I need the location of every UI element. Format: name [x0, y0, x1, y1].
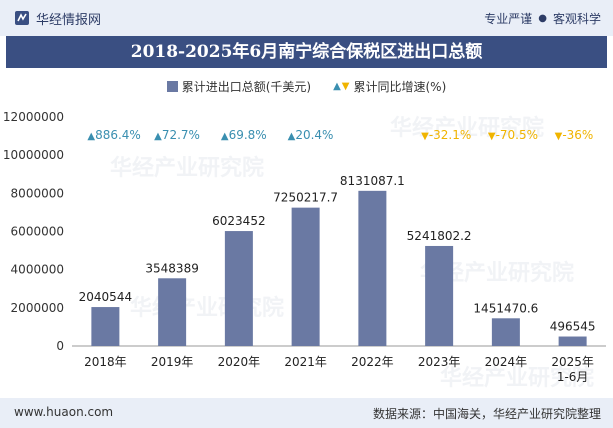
- bar: [158, 278, 187, 346]
- growth-rate-label: ▲886.4%: [87, 128, 140, 142]
- legend-item-growth: ▲ ▼ 累计同比增速(%): [333, 78, 446, 95]
- y-tick-label: 4000000: [11, 263, 64, 277]
- legend-label-growth: 累计同比增速(%): [353, 79, 447, 94]
- x-tick-label: 2018年: [84, 355, 127, 369]
- footer-website[interactable]: www.huaon.com: [14, 405, 114, 419]
- tagline-right: 客观科学: [552, 12, 601, 26]
- legend-bar-swatch: [166, 80, 178, 92]
- legend-label-total: 累计进出口总额(千美元): [181, 79, 312, 94]
- bar: [558, 336, 587, 346]
- tagline-left: 专业严谨: [484, 12, 533, 26]
- x-tick-label: 2022年: [351, 355, 394, 369]
- bar: [358, 190, 387, 346]
- tagline-separator: ●: [538, 13, 547, 24]
- y-tick-label: 2000000: [11, 301, 64, 315]
- brand-name: 华经情报网: [36, 12, 102, 28]
- y-tick-label: 10000000: [3, 148, 64, 162]
- legend-item-total: 累计进出口总额(千美元): [166, 78, 312, 95]
- bar-value-label: 5241802.2: [407, 229, 472, 243]
- footer-bar: www.huaon.com 数据来源：中国海关，华经产业研究院整理: [0, 398, 613, 428]
- bar-value-label: 8131087.1: [340, 174, 405, 188]
- x-tick-label: 2019年: [151, 355, 194, 369]
- x-tick-label: 1-6月: [557, 370, 589, 384]
- bar: [491, 318, 520, 346]
- growth-rate-label: ▲20.4%: [288, 128, 334, 142]
- header-bar: 华经情报网 专业严谨 ● 客观科学: [0, 0, 613, 36]
- bar-value-label: 3548389: [145, 261, 198, 275]
- legend-arrows-icon: ▲ ▼: [333, 80, 350, 92]
- x-tick-label: 2021年: [284, 355, 327, 369]
- footer-source: 数据来源：中国海关，华经产业研究院整理: [372, 407, 601, 421]
- bar: [91, 307, 120, 346]
- chart-title: 2018-2025年6月南宁综合保税区进出口总额: [6, 36, 607, 68]
- growth-rate-label: ▼-36%: [555, 128, 594, 142]
- y-tick-label: 12000000: [3, 110, 64, 124]
- chart-legend: 累计进出口总额(千美元) ▲ ▼ 累计同比增速(%): [0, 76, 613, 96]
- y-tick-label: 8000000: [11, 186, 64, 200]
- x-tick-label: 2020年: [218, 355, 261, 369]
- y-tick-label: 0: [56, 339, 64, 353]
- bar-value-label: 6023452: [212, 214, 265, 228]
- bar: [224, 231, 253, 346]
- brand[interactable]: 华经情报网: [14, 9, 102, 28]
- bar-value-label: 1451470.6: [473, 301, 538, 315]
- x-tick-label: 2023年: [418, 355, 461, 369]
- bar-value-label: 7250217.7: [273, 191, 338, 205]
- tagline: 专业严谨 ● 客观科学: [484, 10, 601, 27]
- bar-value-label: 496545: [550, 320, 596, 334]
- huajing-logo-icon: [15, 11, 29, 25]
- growth-rate-label: ▲72.7%: [154, 128, 200, 142]
- bar-chart: 12000000 10000000 8000000 6000000 4000000 200…: [3, 110, 606, 384]
- bar: [291, 207, 320, 346]
- bar: [425, 245, 454, 346]
- growth-rate-label: ▲69.8%: [221, 128, 267, 142]
- x-tick-label: 2025年: [551, 355, 594, 369]
- growth-rate-label: ▼-32.1%: [421, 128, 471, 142]
- y-tick-label: 6000000: [11, 225, 64, 239]
- x-tick-label: 2024年: [485, 355, 528, 369]
- bar-value-label: 2040544: [79, 290, 132, 304]
- growth-rate-label: ▼-70.5%: [488, 128, 538, 142]
